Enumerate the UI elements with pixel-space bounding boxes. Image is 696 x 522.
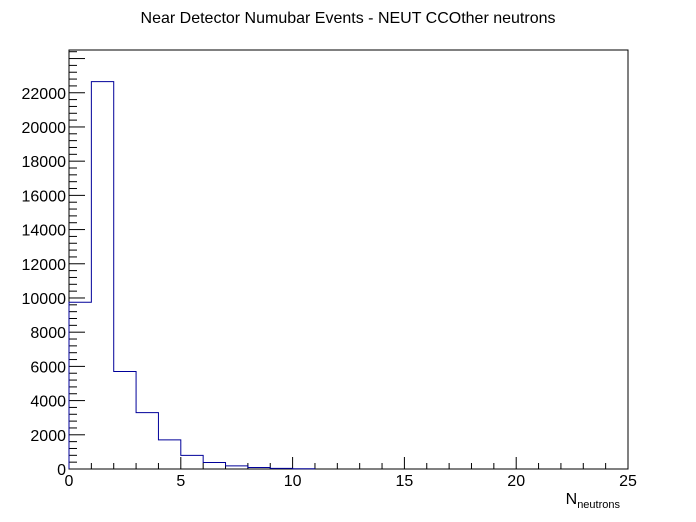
y-tick-label: 22000 [22, 86, 67, 103]
x-tick-label: 10 [284, 473, 302, 490]
y-tick-label: 2000 [30, 428, 66, 445]
x-axis-label-main: N [566, 491, 578, 508]
y-tick-label: 20000 [22, 120, 67, 137]
y-tick-label: 0 [57, 462, 66, 479]
y-tick-label: 12000 [22, 257, 67, 274]
histogram-outline [68, 81, 316, 470]
histogram-bin [203, 463, 225, 469]
x-tick-label: 0 [65, 473, 74, 490]
plot-frame [68, 49, 629, 470]
x-tick-label: 5 [176, 473, 185, 490]
y-tick-label: 6000 [30, 359, 66, 376]
x-axis-label: Nneutrons [566, 491, 621, 511]
y-tick-label: 18000 [22, 154, 67, 171]
histogram-bin [158, 440, 180, 469]
x-tick-label: 25 [619, 473, 637, 490]
y-tick-label: 4000 [30, 394, 66, 411]
histogram-bin [136, 413, 158, 469]
x-axis-label-subscript: neutrons [577, 499, 620, 511]
histogram-bin [69, 302, 91, 469]
x-tick-label: 20 [507, 473, 525, 490]
y-tick-label: 16000 [22, 188, 67, 205]
histogram-bin [114, 372, 136, 469]
y-tick-label: 10000 [22, 291, 67, 308]
x-tick-label: 15 [396, 473, 414, 490]
y-tick-label: 14000 [22, 223, 67, 240]
chart-title: Near Detector Numubar Events - NEUT CCOt… [141, 10, 556, 27]
y-tick-label: 8000 [30, 325, 66, 342]
histogram-bin [91, 82, 113, 469]
histogram-bin [181, 455, 203, 469]
